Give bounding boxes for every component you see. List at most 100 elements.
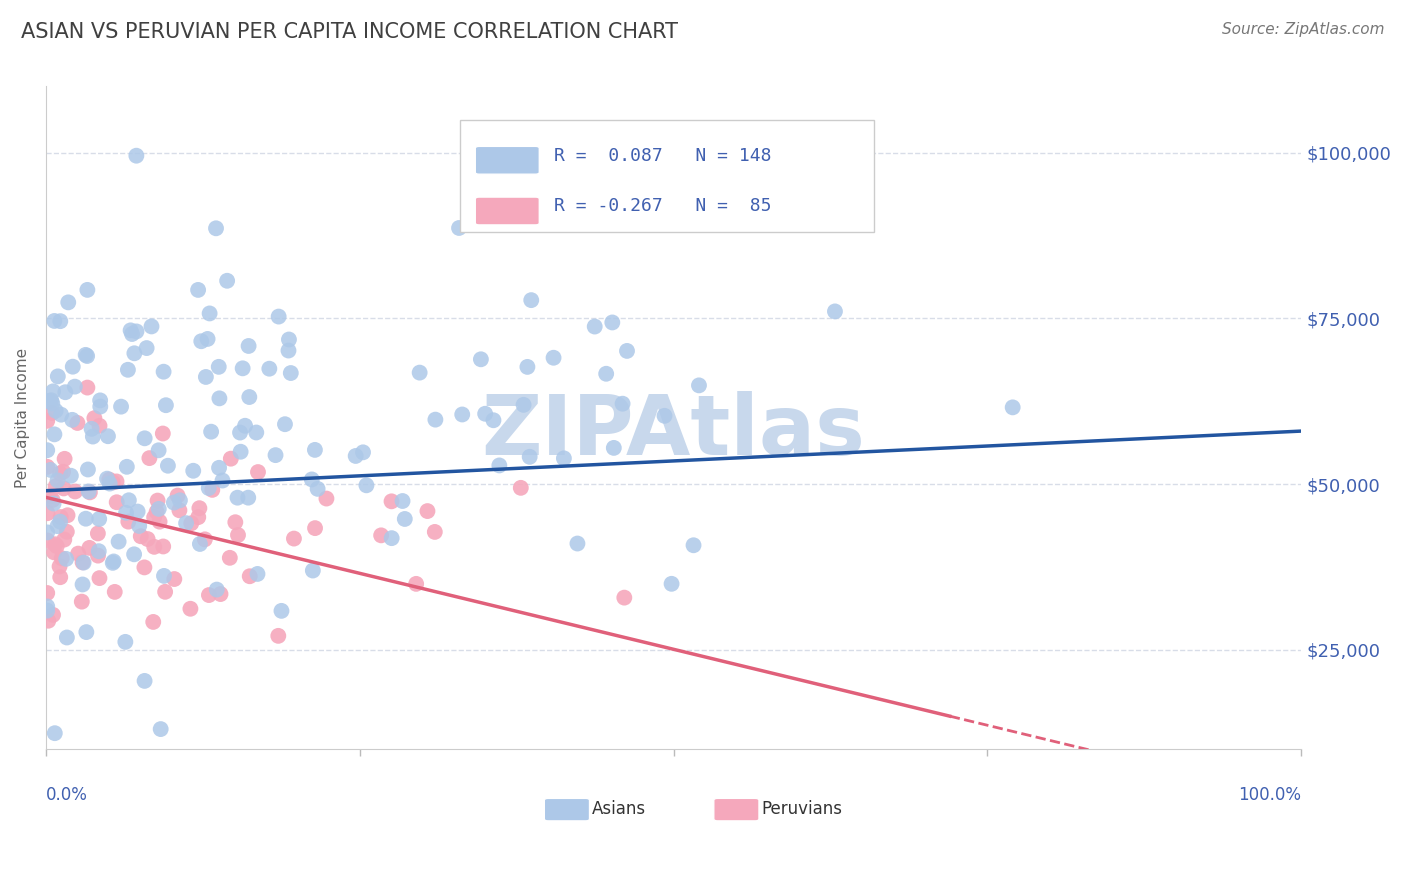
Point — [516, 359, 538, 374]
Point — [451, 408, 474, 422]
Point — [145, 505, 167, 519]
Point — [37, 604, 59, 618]
Point — [315, 491, 337, 506]
Point — [70, 594, 93, 608]
Point — [654, 409, 676, 423]
Point — [49, 314, 72, 328]
Point — [67, 547, 90, 561]
Point — [134, 560, 156, 574]
Point — [101, 475, 124, 490]
Point — [60, 413, 83, 427]
Point — [194, 370, 217, 384]
Point — [567, 536, 589, 550]
Point — [143, 510, 166, 524]
Point — [56, 508, 79, 523]
Point — [117, 363, 139, 377]
Point — [208, 460, 231, 475]
Point — [49, 408, 72, 422]
Point — [125, 325, 148, 339]
Point — [143, 540, 166, 554]
Point — [66, 416, 89, 430]
Point — [304, 442, 326, 457]
Point — [76, 283, 98, 297]
Point — [219, 451, 242, 466]
Point — [239, 569, 262, 583]
Point — [77, 462, 100, 476]
Point — [115, 506, 138, 520]
Point — [283, 532, 305, 546]
Point — [37, 443, 59, 458]
Point — [56, 631, 79, 645]
Point — [89, 393, 111, 408]
Point — [121, 326, 143, 341]
Point — [153, 569, 176, 583]
Text: ASIAN VS PERUVIAN PER CAPITA INCOME CORRELATION CHART: ASIAN VS PERUVIAN PER CAPITA INCOME CORR… — [21, 22, 678, 42]
Point — [79, 541, 101, 555]
Point — [45, 479, 67, 493]
Point — [370, 528, 392, 542]
Point — [226, 528, 249, 542]
Point — [79, 485, 101, 500]
Point — [553, 451, 575, 466]
Point — [38, 489, 60, 503]
Point — [509, 481, 531, 495]
Point — [238, 491, 260, 505]
Point — [124, 346, 146, 360]
Point — [125, 149, 148, 163]
Point — [44, 726, 66, 740]
Point — [613, 591, 636, 605]
Point — [166, 489, 188, 503]
Point — [211, 474, 233, 488]
Point — [87, 544, 110, 558]
Point — [425, 412, 447, 426]
Point — [187, 283, 209, 297]
Text: Asians: Asians — [592, 800, 647, 818]
Point — [205, 221, 228, 235]
Point — [89, 512, 111, 526]
Point — [77, 484, 100, 499]
Point — [72, 577, 94, 591]
Point — [72, 555, 94, 569]
Point — [49, 570, 72, 584]
Point — [118, 493, 141, 508]
Point — [603, 441, 626, 455]
Point — [226, 491, 249, 505]
Point — [595, 367, 617, 381]
Point — [274, 417, 297, 432]
Text: ZIPAtlas: ZIPAtlas — [482, 391, 866, 472]
Point — [87, 526, 110, 541]
Point — [208, 359, 231, 374]
Point — [41, 396, 63, 410]
Text: 100.0%: 100.0% — [1239, 786, 1302, 804]
Point — [129, 529, 152, 543]
Y-axis label: Per Capita Income: Per Capita Income — [15, 348, 30, 488]
Point — [38, 394, 60, 409]
Point — [470, 352, 492, 367]
Point — [682, 538, 704, 552]
Point — [267, 629, 290, 643]
Point — [208, 392, 231, 406]
Point — [101, 556, 124, 570]
Point — [41, 492, 63, 507]
Point — [416, 504, 439, 518]
Point — [218, 550, 240, 565]
Point — [156, 458, 179, 473]
Point — [148, 515, 170, 529]
Point — [76, 349, 98, 363]
Point — [105, 495, 128, 509]
Point — [37, 506, 59, 520]
Point — [155, 398, 177, 412]
Point — [42, 545, 65, 559]
Point — [179, 601, 201, 615]
Text: R =  0.087   N = 148: R = 0.087 N = 148 — [554, 146, 772, 165]
Point — [46, 519, 69, 533]
Point — [423, 524, 446, 539]
Point — [344, 449, 367, 463]
Point — [197, 332, 219, 346]
Point — [148, 443, 170, 458]
Point — [270, 604, 292, 618]
Point — [128, 519, 150, 533]
FancyBboxPatch shape — [460, 120, 875, 232]
Point — [53, 533, 76, 547]
Point — [488, 458, 510, 473]
